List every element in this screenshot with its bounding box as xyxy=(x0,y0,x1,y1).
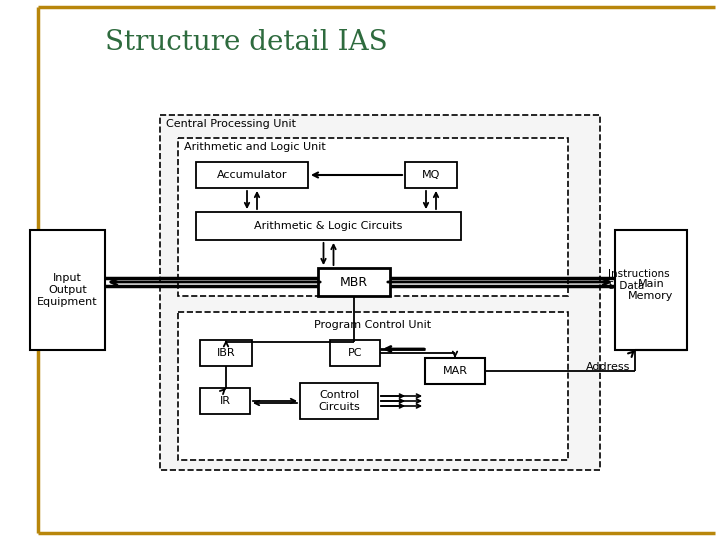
Text: Main
Memory: Main Memory xyxy=(629,279,674,301)
Text: Program Control Unit: Program Control Unit xyxy=(315,320,431,330)
Text: PC: PC xyxy=(348,348,362,358)
Text: Input
Output
Equipment: Input Output Equipment xyxy=(37,273,98,307)
Bar xyxy=(405,162,457,188)
Bar xyxy=(300,383,378,419)
Text: Control
Circuits: Control Circuits xyxy=(318,390,360,412)
Bar xyxy=(196,212,461,240)
Bar xyxy=(425,358,485,384)
Text: Arithmetic and Logic Unit: Arithmetic and Logic Unit xyxy=(184,142,325,152)
Bar xyxy=(178,138,568,296)
Bar xyxy=(196,162,308,188)
Bar xyxy=(30,230,105,350)
Text: IBR: IBR xyxy=(217,348,235,358)
Text: Address: Address xyxy=(585,362,630,372)
Bar xyxy=(200,388,250,414)
Text: MQ: MQ xyxy=(422,170,440,180)
Bar xyxy=(330,340,380,366)
Text: Central Processing Unit: Central Processing Unit xyxy=(166,119,296,129)
Text: Structure detail IAS: Structure detail IAS xyxy=(105,29,387,56)
Text: IR: IR xyxy=(220,396,230,406)
Bar xyxy=(178,312,568,460)
Text: MAR: MAR xyxy=(443,366,467,376)
Text: MBR: MBR xyxy=(340,275,368,288)
Bar xyxy=(200,340,252,366)
Text: Instructions
& Data: Instructions & Data xyxy=(608,269,670,291)
Text: Arithmetic & Logic Circuits: Arithmetic & Logic Circuits xyxy=(254,221,402,231)
Bar xyxy=(318,268,390,296)
Bar xyxy=(615,230,687,350)
Bar xyxy=(160,115,600,470)
Text: Accumulator: Accumulator xyxy=(217,170,287,180)
